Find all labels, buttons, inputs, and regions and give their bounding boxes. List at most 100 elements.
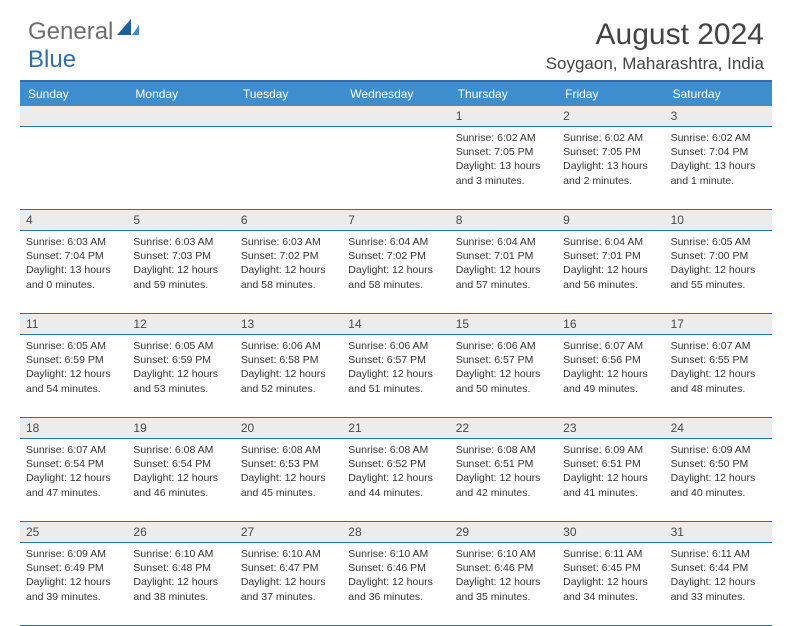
day-number: 10 bbox=[665, 210, 772, 230]
week-detail-row: Sunrise: 6:07 AMSunset: 6:54 PMDaylight:… bbox=[20, 439, 772, 522]
day-cell: Sunrise: 6:06 AMSunset: 6:57 PMDaylight:… bbox=[450, 335, 557, 417]
day-cell: Sunrise: 6:08 AMSunset: 6:54 PMDaylight:… bbox=[127, 439, 234, 521]
day-number: 9 bbox=[557, 210, 664, 230]
week-daynum-row: 18192021222324 bbox=[20, 418, 772, 439]
day-number: 21 bbox=[342, 418, 449, 438]
sunrise-text: Sunrise: 6:04 AM bbox=[348, 235, 443, 249]
day-number bbox=[235, 106, 342, 126]
daylight-text: Daylight: 13 hours and 1 minute. bbox=[671, 159, 766, 187]
day-number: 6 bbox=[235, 210, 342, 230]
daylight-text: Daylight: 12 hours and 33 minutes. bbox=[671, 575, 766, 603]
day-number: 7 bbox=[342, 210, 449, 230]
day-cell: Sunrise: 6:04 AMSunset: 7:01 PMDaylight:… bbox=[450, 231, 557, 313]
sunrise-text: Sunrise: 6:09 AM bbox=[26, 547, 121, 561]
sunrise-text: Sunrise: 6:02 AM bbox=[456, 131, 551, 145]
sunset-text: Sunset: 7:04 PM bbox=[26, 249, 121, 263]
sunset-text: Sunset: 6:45 PM bbox=[563, 561, 658, 575]
sunrise-text: Sunrise: 6:10 AM bbox=[241, 547, 336, 561]
daylight-text: Daylight: 12 hours and 55 minutes. bbox=[671, 263, 766, 291]
daylight-text: Daylight: 13 hours and 2 minutes. bbox=[563, 159, 658, 187]
day-cell: Sunrise: 6:08 AMSunset: 6:52 PMDaylight:… bbox=[342, 439, 449, 521]
week-detail-row: Sunrise: 6:09 AMSunset: 6:49 PMDaylight:… bbox=[20, 543, 772, 626]
day-cell: Sunrise: 6:05 AMSunset: 6:59 PMDaylight:… bbox=[20, 335, 127, 417]
month-title: August 2024 bbox=[546, 18, 764, 52]
daylight-text: Daylight: 12 hours and 35 minutes. bbox=[456, 575, 551, 603]
day-number: 15 bbox=[450, 314, 557, 334]
sunrise-text: Sunrise: 6:08 AM bbox=[133, 443, 228, 457]
day-cell: Sunrise: 6:05 AMSunset: 6:59 PMDaylight:… bbox=[127, 335, 234, 417]
day-cell: Sunrise: 6:10 AMSunset: 6:47 PMDaylight:… bbox=[235, 543, 342, 625]
day-header: Wednesday bbox=[342, 82, 449, 106]
daylight-text: Daylight: 12 hours and 50 minutes. bbox=[456, 367, 551, 395]
sunset-text: Sunset: 6:57 PM bbox=[456, 353, 551, 367]
day-cell: Sunrise: 6:10 AMSunset: 6:46 PMDaylight:… bbox=[342, 543, 449, 625]
daylight-text: Daylight: 12 hours and 39 minutes. bbox=[26, 575, 121, 603]
sunset-text: Sunset: 6:47 PM bbox=[241, 561, 336, 575]
sunrise-text: Sunrise: 6:04 AM bbox=[563, 235, 658, 249]
daylight-text: Daylight: 12 hours and 52 minutes. bbox=[241, 367, 336, 395]
daylight-text: Daylight: 12 hours and 57 minutes. bbox=[456, 263, 551, 291]
day-number: 2 bbox=[557, 106, 664, 126]
daylight-text: Daylight: 12 hours and 58 minutes. bbox=[241, 263, 336, 291]
title-block: August 2024 Soygaon, Maharashtra, India bbox=[546, 18, 764, 74]
daylight-text: Daylight: 12 hours and 53 minutes. bbox=[133, 367, 228, 395]
day-cell bbox=[235, 127, 342, 209]
sunset-text: Sunset: 7:05 PM bbox=[456, 145, 551, 159]
sunrise-text: Sunrise: 6:07 AM bbox=[26, 443, 121, 457]
sunset-text: Sunset: 6:54 PM bbox=[26, 457, 121, 471]
daylight-text: Daylight: 12 hours and 36 minutes. bbox=[348, 575, 443, 603]
sunrise-text: Sunrise: 6:10 AM bbox=[133, 547, 228, 561]
sunrise-text: Sunrise: 6:05 AM bbox=[26, 339, 121, 353]
day-cell: Sunrise: 6:10 AMSunset: 6:46 PMDaylight:… bbox=[450, 543, 557, 625]
sunset-text: Sunset: 6:52 PM bbox=[348, 457, 443, 471]
brand-sail-icon bbox=[117, 17, 139, 42]
day-cell: Sunrise: 6:04 AMSunset: 7:01 PMDaylight:… bbox=[557, 231, 664, 313]
sunset-text: Sunset: 6:54 PM bbox=[133, 457, 228, 471]
daylight-text: Daylight: 13 hours and 3 minutes. bbox=[456, 159, 551, 187]
day-header: Monday bbox=[127, 82, 234, 106]
day-number bbox=[342, 106, 449, 126]
day-header: Thursday bbox=[450, 82, 557, 106]
sunrise-text: Sunrise: 6:06 AM bbox=[241, 339, 336, 353]
sunset-text: Sunset: 7:04 PM bbox=[671, 145, 766, 159]
day-cell: Sunrise: 6:09 AMSunset: 6:49 PMDaylight:… bbox=[20, 543, 127, 625]
sunset-text: Sunset: 6:44 PM bbox=[671, 561, 766, 575]
week-daynum-row: 123 bbox=[20, 106, 772, 127]
week-daynum-row: 25262728293031 bbox=[20, 522, 772, 543]
sunrise-text: Sunrise: 6:08 AM bbox=[456, 443, 551, 457]
day-number: 17 bbox=[665, 314, 772, 334]
day-number: 12 bbox=[127, 314, 234, 334]
sunset-text: Sunset: 6:50 PM bbox=[671, 457, 766, 471]
day-cell: Sunrise: 6:07 AMSunset: 6:55 PMDaylight:… bbox=[665, 335, 772, 417]
daylight-text: Daylight: 12 hours and 49 minutes. bbox=[563, 367, 658, 395]
daylight-text: Daylight: 12 hours and 41 minutes. bbox=[563, 471, 658, 499]
day-header: Friday bbox=[557, 82, 664, 106]
day-number: 29 bbox=[450, 522, 557, 542]
sunset-text: Sunset: 7:00 PM bbox=[671, 249, 766, 263]
daylight-text: Daylight: 12 hours and 59 minutes. bbox=[133, 263, 228, 291]
day-number: 18 bbox=[20, 418, 127, 438]
day-number: 19 bbox=[127, 418, 234, 438]
sunrise-text: Sunrise: 6:04 AM bbox=[456, 235, 551, 249]
day-number: 25 bbox=[20, 522, 127, 542]
day-number: 1 bbox=[450, 106, 557, 126]
sunrise-text: Sunrise: 6:03 AM bbox=[241, 235, 336, 249]
sunset-text: Sunset: 6:51 PM bbox=[456, 457, 551, 471]
day-cell: Sunrise: 6:03 AMSunset: 7:03 PMDaylight:… bbox=[127, 231, 234, 313]
sunrise-text: Sunrise: 6:05 AM bbox=[671, 235, 766, 249]
day-number: 31 bbox=[665, 522, 772, 542]
sunset-text: Sunset: 6:59 PM bbox=[26, 353, 121, 367]
sunrise-text: Sunrise: 6:11 AM bbox=[671, 547, 766, 561]
sunset-text: Sunset: 6:46 PM bbox=[348, 561, 443, 575]
sunset-text: Sunset: 6:56 PM bbox=[563, 353, 658, 367]
daylight-text: Daylight: 12 hours and 48 minutes. bbox=[671, 367, 766, 395]
daylight-text: Daylight: 12 hours and 38 minutes. bbox=[133, 575, 228, 603]
sunset-text: Sunset: 6:58 PM bbox=[241, 353, 336, 367]
sunset-text: Sunset: 7:05 PM bbox=[563, 145, 658, 159]
brand-part1: General bbox=[28, 18, 113, 46]
daylight-text: Daylight: 12 hours and 40 minutes. bbox=[671, 471, 766, 499]
daylight-text: Daylight: 12 hours and 51 minutes. bbox=[348, 367, 443, 395]
day-cell: Sunrise: 6:02 AMSunset: 7:04 PMDaylight:… bbox=[665, 127, 772, 209]
day-number: 5 bbox=[127, 210, 234, 230]
daylight-text: Daylight: 12 hours and 37 minutes. bbox=[241, 575, 336, 603]
